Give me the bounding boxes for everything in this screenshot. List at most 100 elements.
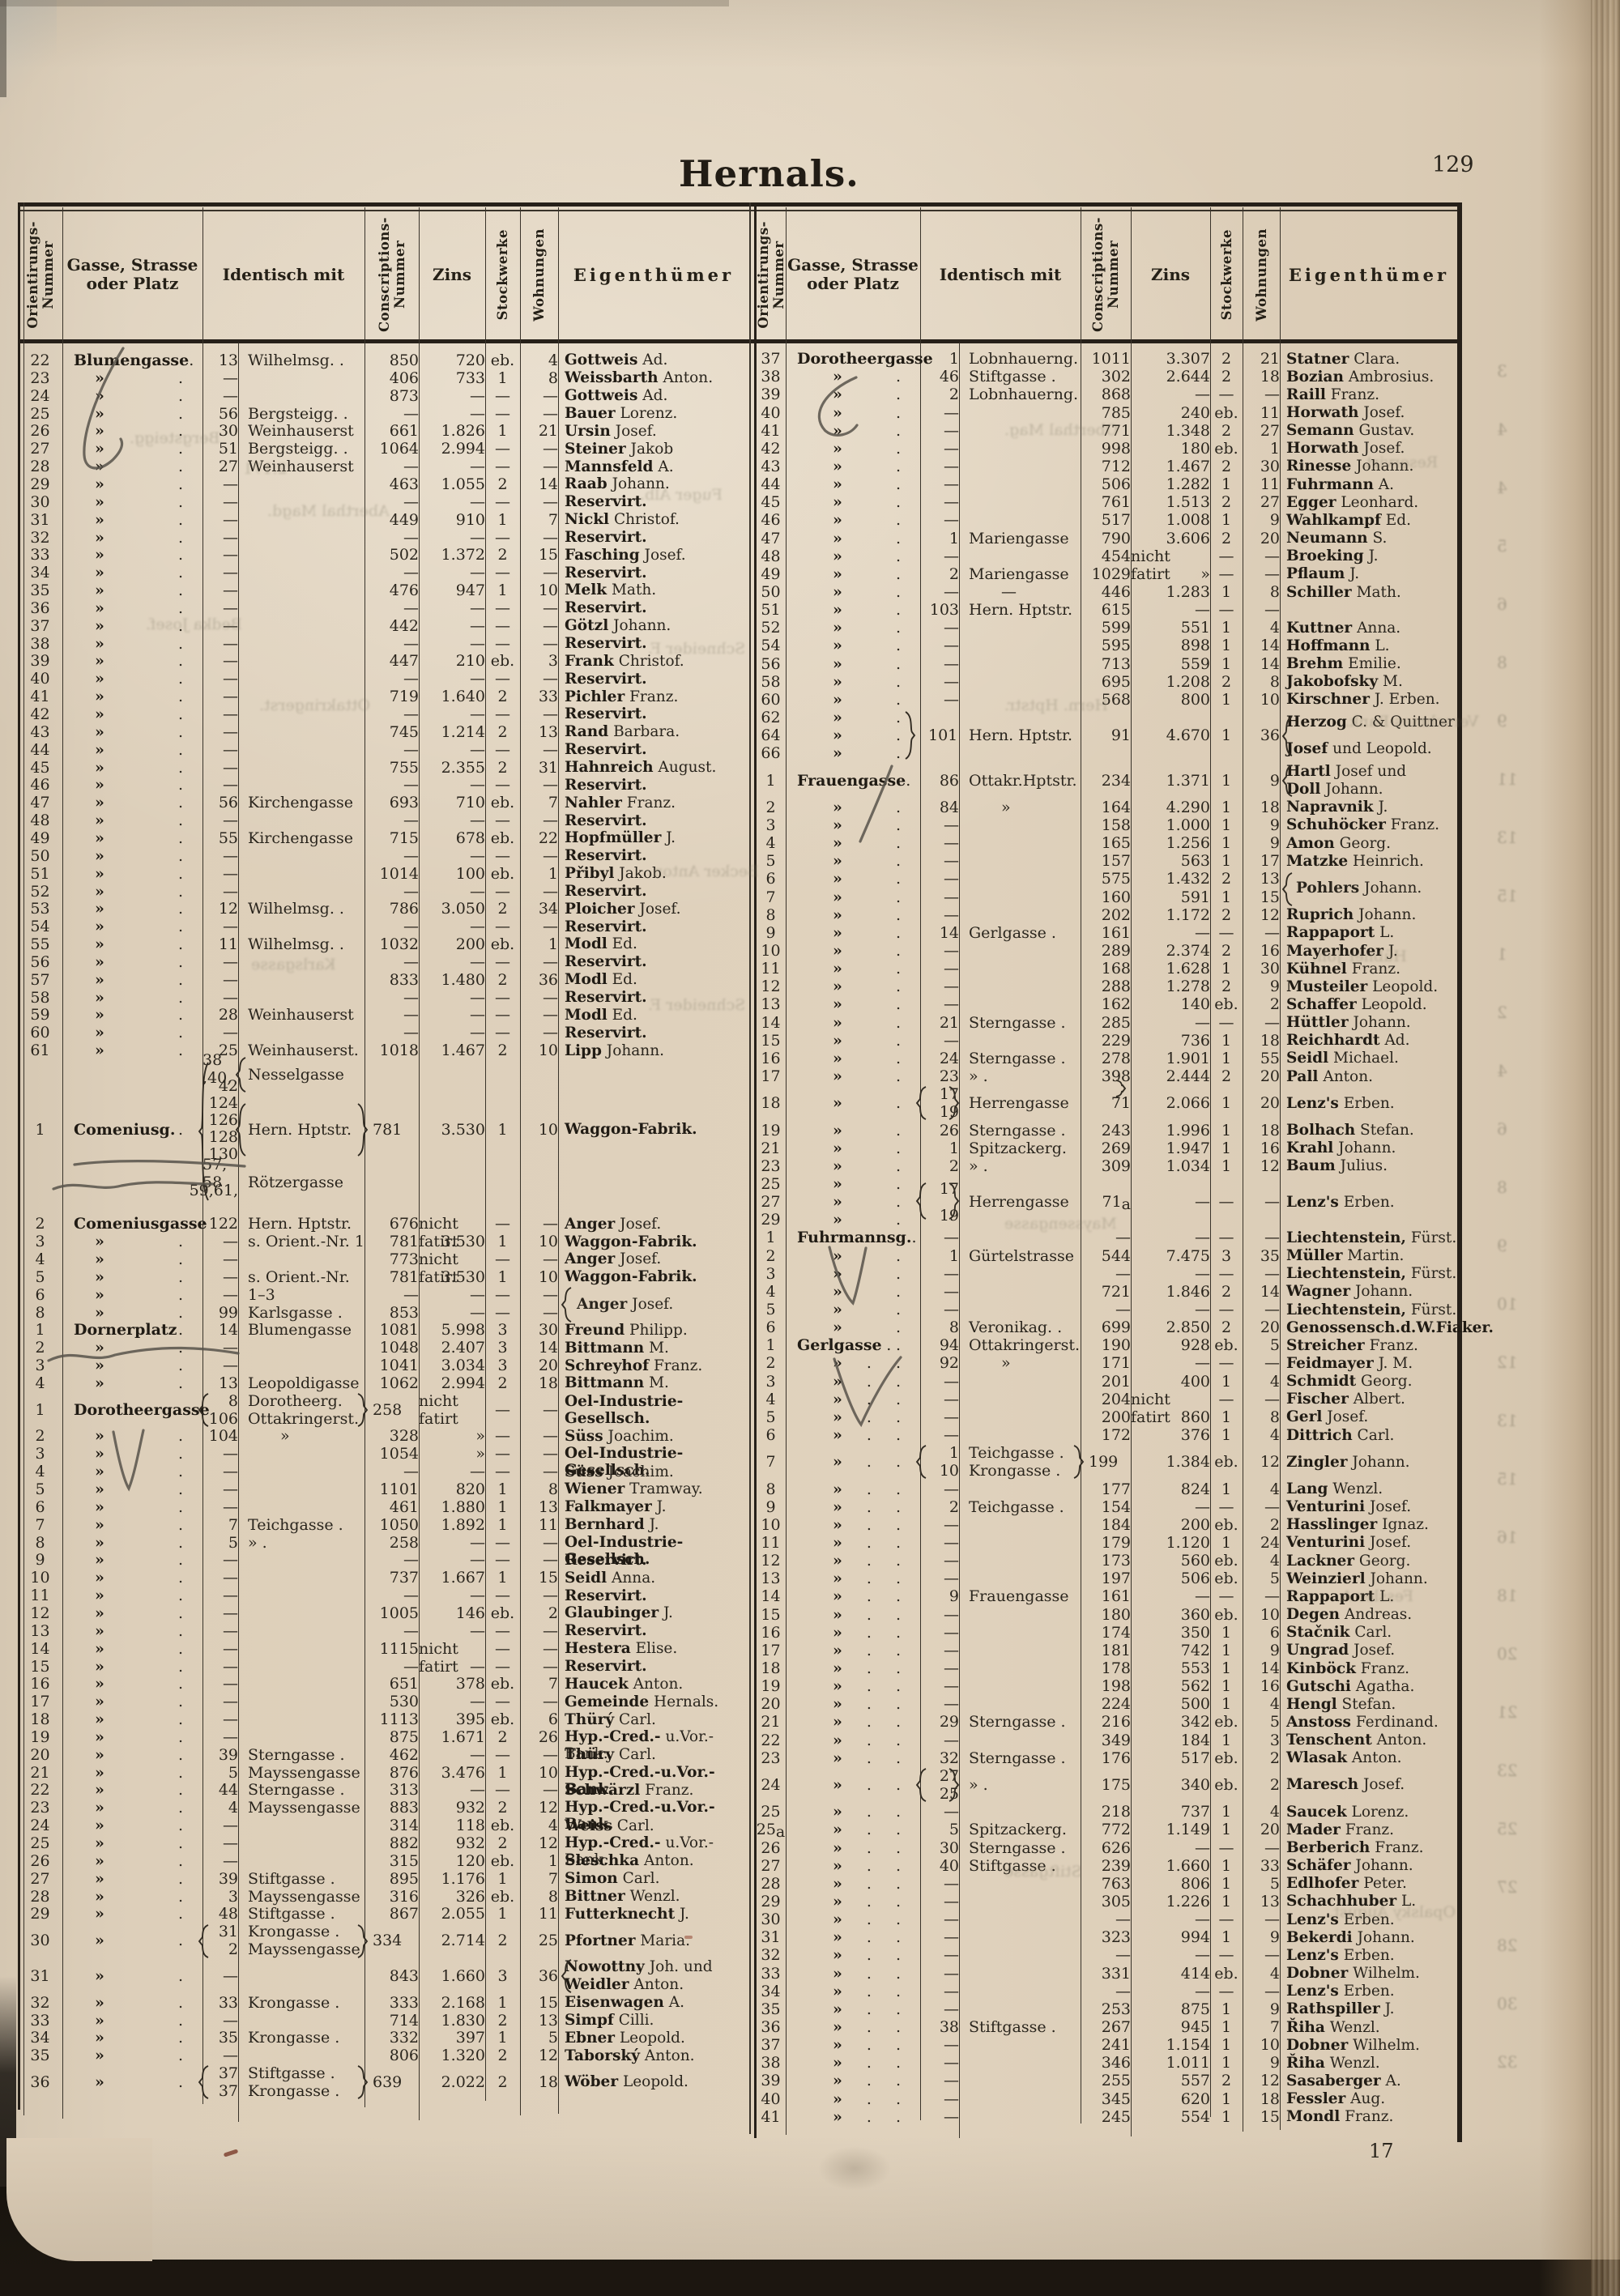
table-row: 37 Dorotheergasse 1 Lobnhauerng. 1011 3.307 2 2…	[761, 350, 1400, 368]
table-row: 40».. —345 620 1 18 Fessler Aug.	[761, 2089, 1386, 2108]
table-row: 5». — s. Orient.-Nr. 1–3 781 3.530 1 10 Waggon-…	[35, 1267, 697, 1304]
brace-owner-text: Pohlers Johann.	[1296, 880, 1422, 897]
table-row: 16». 24 Sterngasse . 278 1.901 1 55 Seidl Micha…	[761, 1049, 1399, 1067]
table-row: 4». — — — — — Süss Joachim.	[35, 1463, 674, 1481]
table-row: 20».. —224 500 1 4 Hengl Stefan.	[761, 1695, 1396, 1714]
table-row: 13». — — — — — Reservirt.	[30, 1621, 647, 1640]
table-row: 22 Blumengasse. 13 Wilhelmsg. . 850 720 eb. 4 Go…	[30, 351, 668, 369]
table-row: 35».. —253 875 1 9 Rathspiller J.	[761, 2000, 1395, 2018]
table-row: 44». — — — — — Reservirt.	[30, 740, 647, 759]
table-row: 57». —833 1.480 2 36 Modl Ed.	[30, 970, 637, 989]
table-row: 6». —575 1.432 2 13	[765, 870, 1280, 888]
table-row: 26». 30 Weinhauserst 661 1.826 1 21 Ursin Josef…	[30, 422, 657, 441]
table-row: 27».. 40 Stiftgasse . 239 1.660 1 33 Schäfer Jo…	[761, 1856, 1413, 1875]
table-row: 2».. 92» 171— — — Feidmayer J. M.	[765, 1354, 1413, 1373]
table-row: 10». —289 2.374 2 16 Mayerhofer J.	[761, 942, 1398, 960]
table-row: 6». 8 Veronikag. . 699 2.850 2 20 Genossensch.d…	[765, 1318, 1494, 1337]
table-row: 6».. —172 376 1 4 Dittrich Carl.	[765, 1426, 1395, 1445]
table-row: 5». — — — — — Liechtenstein, Fürst.	[765, 1301, 1457, 1318]
table-row: 4». —773 nicht fatirt — — Anger Josef.	[35, 1250, 662, 1286]
table-row: 2». 1 Gürtelstrasse 544 7.475 3 35 Müller Marti…	[765, 1246, 1405, 1265]
table-row: 28».. —763 806 1 5 Edlhofer Peter.	[761, 1874, 1407, 1893]
table-row: 40». — — — — — Reservirt.	[30, 670, 647, 688]
table-row: 26». —315 120 eb. 1 Sleschka Anton.	[30, 1851, 694, 1870]
header-identisch-right: Identisch mit	[939, 264, 1062, 284]
table-row: 8». 5» . 258— — — Oel-Industrie-Gesellsch.	[35, 1533, 684, 1568]
table-row: 39». 2 Lobnhauerng. 868— — — Raill Franz.	[761, 386, 1380, 404]
table-row: 10». —737 1.667 1 15 Seidl Anna.	[30, 1569, 656, 1587]
table-row: 18».. —178 553 1 14 Kinböck Franz.	[761, 1659, 1410, 1677]
table-row: 23».. 32 Sterngasse . 176 517 eb. 2 Wlasak Anto…	[761, 1749, 1402, 1767]
table-row: 55». 11 Wilhelmsg. . 1032 200 eb. 1 Modl Ed.	[30, 935, 637, 954]
table-row: 3».. —201 400 1 4 Schmidt Georg.	[765, 1372, 1413, 1391]
table-row: 56». —713 559 1 14 Brehm Emilie.	[761, 654, 1401, 673]
table-row: 14».. 9 Frauengasse 161— — — Rappaport L.	[761, 1587, 1395, 1606]
table-row: 54». —595 898 1 14 Hoffmann L.	[761, 637, 1390, 655]
table-row: 50». — — — — — Reservirt.	[30, 846, 647, 865]
table-row: 23». 2» . 309 1.034 1 12 Baum Julius.	[761, 1157, 1388, 1175]
table-row: 5». —1101 820 1 8 Wiener Tramway.	[35, 1480, 703, 1499]
table-row: 9». — — — — — Reservirt.	[35, 1551, 647, 1570]
table-row: 20». 39 Sterngasse . 462— — — Thüry Carl.	[30, 1745, 656, 1764]
table-row: 13». —162 140 eb. 2 Schaffer Leopold.	[761, 995, 1427, 1014]
table-row: 29».. —305 1.226 1 13 Schachhuber L.	[761, 1892, 1417, 1910]
table-row: 1 Frauengasse. 86 Ottakr.Hptstr. 234 1.371 1 9 H…	[765, 763, 1407, 799]
table-row: 3». —1041 3.034 3 20 Schreyhof Franz.	[35, 1357, 703, 1375]
brace-owner-text: Anger Josef.	[577, 1296, 674, 1313]
table-row: 24». —314 118 eb. 4 Weiss Carl.	[30, 1817, 654, 1835]
table-row: 39».. —255 557 2 12 Sasaberger A.	[761, 2072, 1401, 2090]
table-row: 7». 7 Teichgasse . 1050 1.892 1 11 Bernhard J.	[35, 1515, 659, 1534]
table-row: 51». —1014 100 eb. 1 Přibyl Jakob.	[30, 864, 667, 883]
table-row: 60». —568 800 1 10 Kirschner J. Erben.	[761, 690, 1440, 709]
table-row: 58». — — — — — Reservirt.	[30, 988, 647, 1007]
table-row: 50». — —446 1.283 1 8 Schiller Math.	[761, 583, 1401, 601]
table-row: 25».. —218 737 1 4 Saucek Lorenz.	[761, 1803, 1409, 1821]
table-row: 2». 84» 164 4.290 1 18 Napravnik J.	[765, 798, 1388, 816]
table-row: 23». —406 733 1 8 Weissbarth Anton.	[30, 368, 714, 387]
table-row: 15». —229 736 1 18 Reichhardt Ad.	[761, 1031, 1410, 1050]
header-gasse-right: Gasse, Strasse oder Platz	[787, 255, 919, 293]
table-row: 24».. 27 25» . 175 340 eb. 2 Maresch Josef.	[761, 1766, 1405, 1804]
table-row: 21». 1 Spitzackerg. 269 1.947 1 16 Krahl Johann…	[761, 1139, 1396, 1157]
table-row: 52». —599 551 1 4 Kuttner Anna.	[761, 619, 1401, 637]
table-row: 31». —449 910 1 7 Nickl Christof.	[30, 510, 680, 529]
table-row: 49». 2 Mariengasse 1029» — — Pflaum J.	[761, 564, 1360, 583]
table-row: 34». — — — — — Reservirt.	[30, 564, 647, 582]
table-row: 54». — — — — — Reservirt.	[30, 918, 647, 936]
table-row: 4». —721 1.846 2 14 Wagner Johann.	[765, 1282, 1413, 1301]
table-row: 11». —168 1.628 1 30 Kühnel Franz.	[761, 960, 1400, 978]
table-row: 40». —785 240 eb. 11 Horwath Josef.	[761, 403, 1405, 422]
table-row: 42». —998 180 eb. 1 Horwath Josef.	[761, 439, 1405, 458]
table-row: 38». 46 Stiftgasse . 302 2.644 2 18 Bozian Ambr…	[761, 368, 1435, 386]
table-row: 14». 21 Sterngasse . 285— — — Hüttler Johann.	[761, 1013, 1411, 1032]
table-row: 33».. —331 414 eb. 4 Dobner Wilhelm.	[761, 1964, 1420, 1983]
table-row: 19». 26 Sterngasse . 243 1.996 1 18 Bolhach Ste…	[761, 1121, 1414, 1139]
header-zins-right: Zins	[1151, 264, 1190, 284]
table-row: 39». —447 210 eb. 3 Frank Christof.	[30, 652, 684, 671]
table-row: 25 a».. 5 Spitzackerg. 772 1.149 1 20 Mader Fran…	[756, 1821, 1395, 1842]
table-row: 10».. —184 200 eb. 2 Hasslinger Ignaz.	[761, 1515, 1429, 1534]
table-row: 11».. —179 1.120 1 24 Venturini Josef.	[761, 1533, 1412, 1552]
table-row: 13».. —197 506 eb. 5 Weinzierl Johann.	[761, 1570, 1428, 1588]
table-row: 14». —1115 nicht fatirt — — Hestera Elise.	[30, 1639, 678, 1676]
table-row: 12». —288 1.278 2 9 Musteiler Leopold.	[761, 978, 1439, 996]
table-row: 11». — — — — — Reservirt.	[30, 1587, 647, 1605]
table-row: 34».. — — — — — Lenz's Erben.	[761, 1982, 1395, 2000]
table-row: 15».. —180 360 eb. 10 Degen Andreas.	[761, 1605, 1413, 1624]
table-row: 34». 35 Krongasse . 332 397 1 5 Ebner Leopold.	[30, 2029, 685, 2047]
table-row: 24». —873— — — Gottweis Ad.	[30, 386, 668, 405]
table-row: 60». — — — — — Reservirt.	[30, 1024, 647, 1042]
table-row: 22».. —349 184 1 3 Tenschent Anton.	[761, 1731, 1427, 1749]
table-row: 7».. 1 10 Teichgasse . Krongasse . 199 1.384 eb…	[765, 1444, 1410, 1480]
table-row: 58». —695 1.208 2 8 Jakobofsky M.	[761, 672, 1403, 691]
table-row: 9». 14 Gerlgasse . 161— — — Rappaport L.	[765, 923, 1395, 942]
table-row: 1 Gerlgasse.. 94 Ottakringerst. 190 928 eb. 5 St…	[765, 1336, 1418, 1355]
table-row: 41». —771 1.348 2 27 Semann Gustav.	[761, 421, 1415, 440]
table-row: 9».. 2 Teichgasse . 154— — — Venturini Josef.	[765, 1497, 1412, 1516]
table-row: 62 64 66».».». 101 Hern. Hptstr. 91 4.670 1 36 He…	[761, 709, 1455, 763]
table-row: 41». —719 1.640 2 33 Pichler Franz.	[30, 688, 679, 706]
header-gasse-left: Gasse, Strasse oder Platz	[66, 255, 198, 293]
table-row: 47». 1 Mariengasse 790 3.606 2 20 Neumann S.	[761, 529, 1388, 547]
table-row: 38».. —346 1.011 1 9 Řiha Wenzl.	[761, 2054, 1380, 2072]
